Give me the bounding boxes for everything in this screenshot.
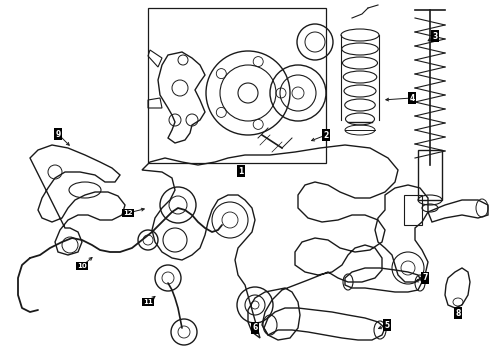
- Text: 9: 9: [55, 130, 61, 139]
- Text: 4: 4: [409, 94, 415, 103]
- Text: 10: 10: [77, 263, 87, 269]
- Bar: [404, 195, 422, 225]
- Text: 5: 5: [385, 320, 390, 329]
- Text: 12: 12: [123, 210, 133, 216]
- Text: 2: 2: [323, 131, 329, 140]
- Text: 7: 7: [422, 274, 428, 283]
- Text: 1: 1: [238, 166, 244, 176]
- Bar: [418, 150, 442, 200]
- Text: 3: 3: [432, 32, 438, 41]
- Bar: [148, 8, 326, 163]
- Text: 6: 6: [252, 324, 258, 333]
- Text: 8: 8: [455, 309, 461, 318]
- Text: 11: 11: [143, 299, 153, 305]
